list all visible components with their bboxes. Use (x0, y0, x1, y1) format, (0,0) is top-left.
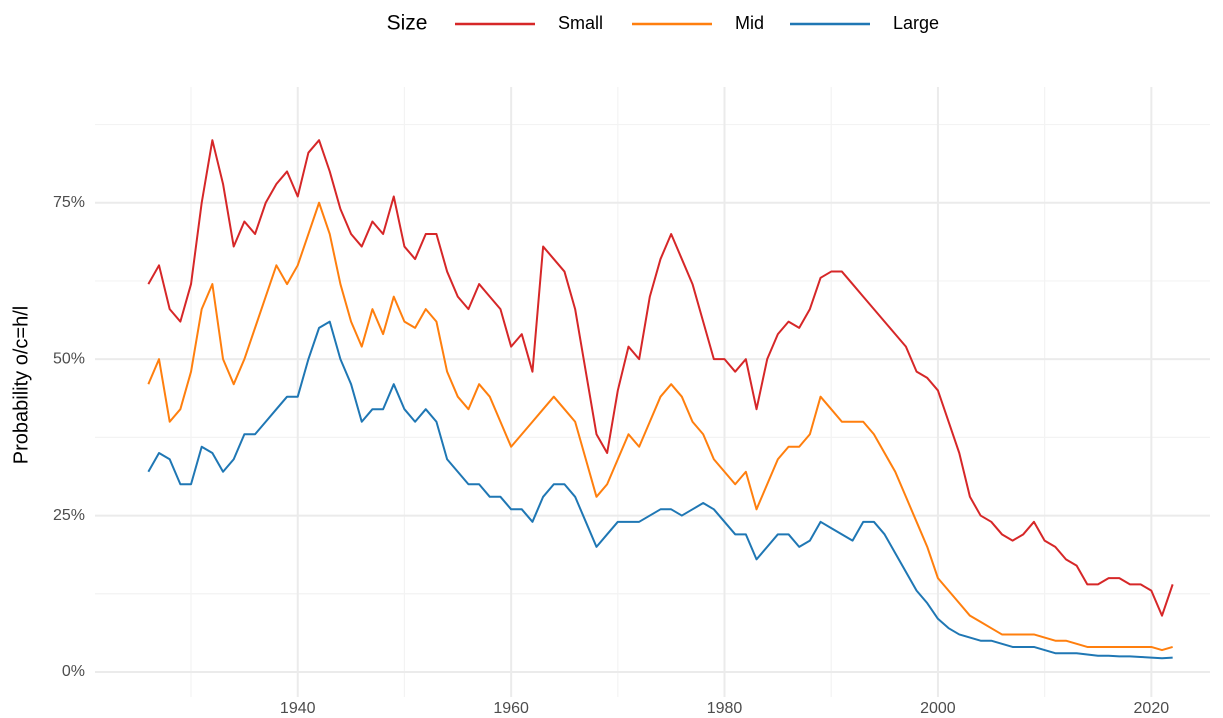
x-tick-label: 2020 (1134, 700, 1170, 717)
x-tick-label: 1960 (493, 700, 529, 717)
y-tick-label: 25% (53, 507, 85, 524)
legend-title: Size (387, 12, 428, 35)
legend-label: Large (893, 13, 939, 33)
x-tick-label: 1940 (280, 700, 316, 717)
series-line (147, 139, 1174, 617)
series-line (147, 320, 1173, 660)
y-axis-label: Probability o/c=h/l (10, 306, 32, 464)
x-tick-label: 2000 (920, 700, 956, 717)
x-tick-label: 1980 (707, 700, 743, 717)
series-line (147, 201, 1173, 652)
y-tick-label: 75% (53, 194, 85, 211)
y-tick-label: 50% (53, 350, 85, 367)
legend-label: Mid (735, 13, 764, 33)
legend-label: Small (558, 13, 603, 33)
y-tick-label: 0% (62, 663, 85, 680)
